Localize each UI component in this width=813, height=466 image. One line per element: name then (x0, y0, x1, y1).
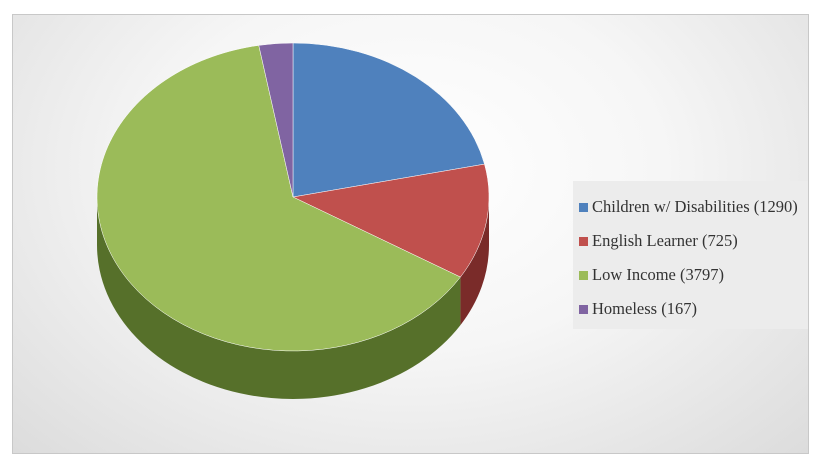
legend-swatch (579, 236, 588, 246)
legend-label: English Learner (725) (592, 231, 738, 250)
legend-swatch (579, 304, 588, 314)
pie-chart (96, 42, 490, 400)
legend-swatch (579, 270, 588, 280)
legend-label: Children w/ Disabilities (1290) (592, 197, 798, 216)
legend-item-low-income: Low Income (3797) (579, 258, 808, 292)
legend-label: Low Income (3797) (592, 265, 724, 284)
legend-item-homeless: Homeless (167) (579, 292, 808, 326)
pie-slice-children-w-disabilities (292, 42, 485, 198)
pie-side-low-income (97, 197, 461, 400)
pie-side-english-learner (460, 197, 489, 326)
pie-slice-low-income (96, 45, 461, 352)
legend-label: Homeless (167) (592, 299, 697, 318)
legend-swatch (579, 202, 588, 212)
pie-slice-english-learner (292, 163, 490, 278)
chart-area: Children w/ Disabilities (1290) English … (12, 14, 809, 454)
legend-item-children-disabilities: Children w/ Disabilities (1290) (579, 190, 808, 224)
legend: Children w/ Disabilities (1290) English … (573, 181, 808, 329)
pie-slice-homeless (258, 42, 294, 198)
legend-item-english-learner: English Learner (725) (579, 224, 808, 258)
